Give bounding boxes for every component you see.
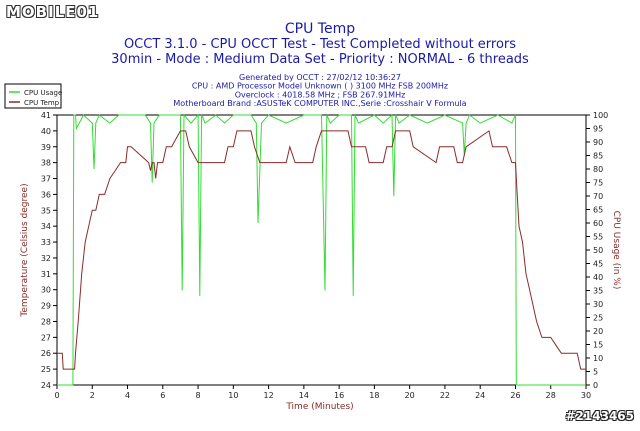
legend-box [4, 83, 62, 109]
y2-tick-label: 40 [593, 273, 603, 282]
y2-tick-label: 75 [593, 179, 603, 188]
y2-tick-label: 30 [593, 300, 603, 309]
x-tick-label: 16 [334, 391, 344, 400]
y2-tick-label: 95 [593, 125, 603, 134]
y2-tick-label: 50 [593, 246, 603, 255]
y2-tick-label: 60 [593, 219, 603, 228]
y-tick-label: 27 [41, 333, 51, 342]
chart-subtitle: 30min - Mode : Medium Data Set - Priorit… [111, 52, 529, 67]
x-tick-label: 14 [299, 391, 309, 400]
x-tick-label: 20 [405, 391, 415, 400]
y-tick-label: 31 [41, 270, 51, 279]
y-tick-label: 33 [41, 238, 51, 247]
y-tick-label: 40 [41, 127, 51, 136]
x-tick-label: 8 [196, 391, 201, 400]
x-axis-label: Time (Minutes) [285, 402, 353, 412]
x-tick-label: 12 [264, 391, 274, 400]
y-tick-label: 39 [41, 143, 51, 152]
y-tick-label: 41 [41, 111, 51, 120]
x-tick-label: 6 [160, 391, 165, 400]
y2-tick-label: 90 [593, 138, 603, 147]
y2-axis-label: CPU Usage (in %) [611, 211, 621, 290]
chart-title: CPU Temp [285, 21, 355, 37]
y-tick-label: 32 [41, 254, 51, 263]
x-tick-label: 10 [228, 391, 238, 400]
y-tick-label: 24 [41, 381, 51, 390]
y2-tick-label: 10 [593, 354, 603, 363]
x-tick-label: 22 [440, 391, 450, 400]
y2-tick-label: 100 [593, 111, 608, 120]
y2-tick-label: 80 [593, 165, 603, 174]
y2-tick-label: 0 [593, 381, 598, 390]
y2-tick-label: 20 [593, 327, 603, 336]
series-line-cpu-temp [57, 130, 586, 370]
legend-label: CPU Usage [24, 89, 62, 97]
legend-label: CPU Temp [24, 99, 60, 107]
y-axis-label: Temperature (Celsius degree) [20, 183, 30, 317]
y2-tick-label: 5 [593, 368, 598, 377]
y2-tick-label: 45 [593, 260, 603, 269]
y2-tick-label: 85 [593, 152, 603, 161]
y-tick-label: 35 [41, 206, 51, 215]
chart-info-line: Generated by OCCT : 27/02/12 10:36:27 [239, 73, 401, 82]
y2-tick-label: 65 [593, 206, 603, 215]
x-tick-label: 18 [369, 391, 379, 400]
series-line-cpu-usage [57, 113, 586, 386]
y-tick-label: 29 [41, 302, 51, 311]
plot-area [56, 114, 587, 386]
site-logo: MOBILE01 [6, 3, 100, 21]
y-tick-label: 26 [41, 349, 51, 358]
chart-info-line: Motherboard Brand :ASUSTeK COMPUTER INC.… [173, 99, 466, 108]
y-tick-label: 38 [41, 159, 51, 168]
x-tick-label: 30 [581, 391, 591, 400]
y2-tick-label: 35 [593, 287, 603, 296]
y-tick-label: 30 [41, 286, 51, 295]
y2-tick-label: 15 [593, 341, 603, 350]
y2-tick-label: 25 [593, 314, 603, 323]
x-tick-label: 24 [475, 391, 485, 400]
y-tick-label: 37 [41, 175, 51, 184]
y-tick-label: 25 [41, 365, 51, 374]
chart-subtitle: OCCT 3.1.0 - CPU OCCT Test - Test Comple… [124, 37, 516, 52]
y-tick-label: 36 [41, 190, 51, 199]
x-tick-label: 28 [546, 391, 556, 400]
x-tick-label: 0 [54, 391, 59, 400]
y2-tick-label: 70 [593, 192, 603, 201]
x-tick-label: 2 [90, 391, 95, 400]
x-tick-label: 4 [125, 391, 130, 400]
y2-tick-label: 55 [593, 233, 603, 242]
x-tick-label: 26 [510, 391, 520, 400]
post-id-watermark: #2143465 [565, 409, 634, 423]
y-tick-label: 28 [41, 317, 51, 326]
y-tick-label: 34 [41, 222, 51, 231]
chart-info-line: Overclock : 4018.58 MHz ; FSB 267.91MHz [235, 90, 406, 99]
chart-info-line: CPU : AMD Processor Model Unknown ( ) 31… [192, 82, 448, 91]
